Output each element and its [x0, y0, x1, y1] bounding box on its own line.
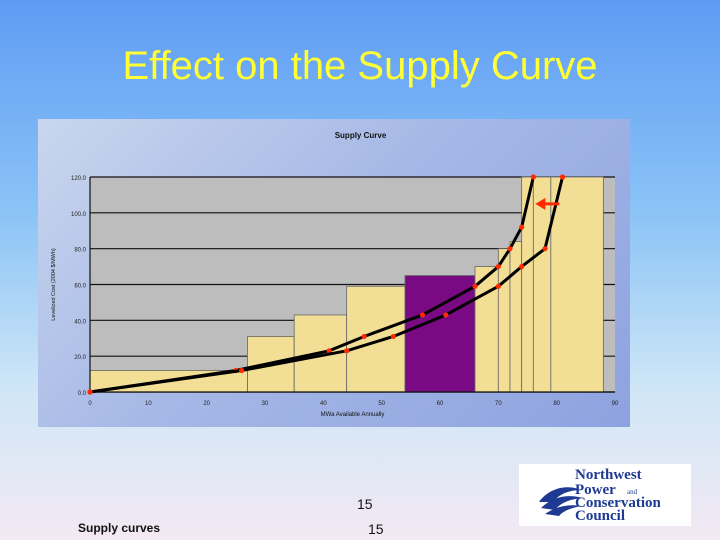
logo-line-2: Power: [575, 482, 616, 498]
x-tick-label: 70: [495, 401, 502, 407]
chart-canvas: 0.0 20.0 40.0 60.0 80.0 100.0 120.0 0 10 20 30 40 50…: [51, 131, 619, 418]
curve-point: [495, 283, 501, 289]
y-tick-label: 40.0: [74, 319, 86, 325]
curve-point: [559, 174, 566, 180]
supply-block: [550, 176, 604, 393]
curve-point: [507, 246, 513, 252]
y-tick-label: 80.0: [74, 248, 86, 254]
curve-point: [542, 246, 548, 252]
y-tick-label: 100.0: [71, 212, 87, 218]
supply-block: [497, 248, 511, 393]
curve-point: [519, 224, 525, 230]
x-tick-label: 90: [612, 401, 619, 407]
council-logo: Northwest Power and Conservation Council: [519, 464, 691, 526]
shift-arrowhead-icon: [535, 197, 546, 210]
slide-title: Effect on the Supply Curve: [122, 44, 598, 88]
curve-point: [326, 348, 332, 354]
x-tick-label: 20: [203, 401, 210, 407]
curve-point: [87, 389, 93, 395]
logo-line-3: Conservation: [575, 495, 661, 511]
logo-wave-icon: [539, 487, 583, 516]
supply-curve-chart: 0.0 20.0 40.0 60.0 80.0 100.0 120.0 0 10 20 30 40 50…: [38, 119, 630, 427]
logo-line-4: Council: [575, 508, 626, 524]
curve-point: [419, 312, 426, 318]
y-tick-label: 0.0: [78, 391, 87, 397]
page-number: 15: [357, 496, 373, 512]
y-axis-label: Levelized Cost (2004 $/MWh): [51, 248, 57, 321]
supply-curve-line: [89, 176, 535, 394]
logo-small-word: and: [627, 488, 638, 496]
footer-text: Supply curves: [78, 521, 161, 535]
x-tick-label: 30: [262, 401, 269, 407]
y-tick-label: 20.0: [74, 355, 86, 361]
curve-point: [495, 263, 501, 270]
x-tick-label: 60: [437, 401, 444, 407]
supply-block: [521, 176, 534, 393]
curve-point: [519, 263, 525, 270]
logo-line-1: Northwest: [575, 467, 642, 483]
supply-block: [532, 176, 552, 393]
x-axis-label: MWa Available Annually: [321, 412, 385, 418]
x-tick-label: 40: [320, 401, 327, 407]
supply-block: [509, 241, 523, 393]
supply-block: [474, 266, 499, 393]
y-tick-label: 60.0: [74, 284, 86, 290]
curve-point: [239, 367, 245, 374]
curve-point: [361, 333, 367, 340]
curve-point: [530, 174, 536, 180]
curve-point: [344, 348, 350, 354]
x-tick-label: 50: [378, 401, 385, 407]
curve-point: [443, 312, 449, 318]
y-tick-label: 120.0: [71, 176, 87, 182]
x-tick-label: 10: [145, 401, 152, 407]
curve-point: [390, 333, 396, 340]
curve-point: [472, 283, 478, 289]
x-tick-label: 0: [88, 401, 92, 407]
x-tick-label: 80: [553, 401, 560, 407]
footer-page-number: 15: [368, 521, 384, 537]
chart-title: Supply Curve: [335, 131, 387, 140]
